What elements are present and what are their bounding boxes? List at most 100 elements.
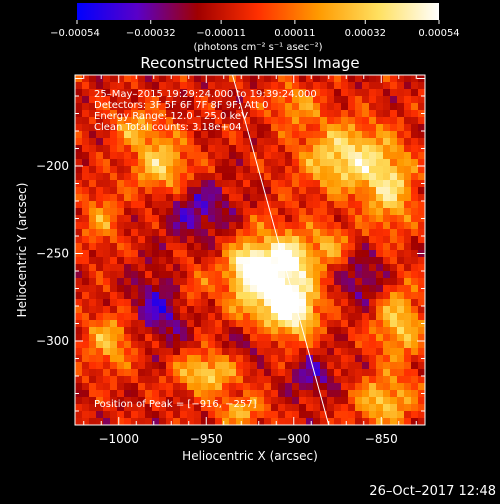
heatmap-cell [152,411,160,419]
heatmap-cell [292,390,300,398]
heatmap-cell [327,180,335,188]
heatmap-cell [313,264,321,272]
heatmap-cell [348,194,356,202]
heatmap-cell [75,278,83,286]
heatmap-cell [131,236,139,244]
heatmap-cell [152,348,160,356]
heatmap-cell [264,103,272,111]
heatmap-cell [404,138,412,146]
heatmap-cell [250,96,258,104]
heatmap-cell [278,187,286,195]
heatmap-cell [117,187,125,195]
heatmap-cell [369,362,377,370]
heatmap-cell [138,180,146,188]
heatmap-cell [96,334,104,342]
heatmap-cell [313,110,321,118]
heatmap-cell [152,110,160,118]
heatmap-cell [75,124,83,132]
heatmap-cell [166,278,174,286]
heatmap-cell [110,313,118,321]
heatmap-cell [159,383,167,391]
heatmap-cell [411,173,419,181]
heatmap-cell [194,194,202,202]
heatmap-cell [152,187,160,195]
colorbar-ticks: −0.00054 −0.00032 −0.00011 0.00011 0.00032 0.… [50,20,460,39]
heatmap-cell [369,257,377,265]
heatmap-cell [152,278,160,286]
heatmap-cell [320,208,328,216]
heatmap-cell [320,89,328,97]
heatmap-cell [194,369,202,377]
heatmap-cell [250,320,258,328]
heatmap-cell [285,222,293,230]
heatmap-cell [299,369,307,377]
heatmap-cell [264,145,272,153]
heatmap-cell [82,138,90,146]
heatmap-cell [166,229,174,237]
heatmap-cell [243,376,251,384]
heatmap-cell [306,215,314,223]
info-energy-range: Energy Range: 12.0 – 25.0 keV [94,111,248,122]
heatmap-cell [96,292,104,300]
heatmap-cell [138,285,146,293]
heatmap-cell [82,292,90,300]
heatmap-cell [117,404,125,412]
heatmap-cell [292,229,300,237]
heatmap-cell [89,75,97,83]
heatmap-cell [306,103,314,111]
heatmap-cell [362,96,370,104]
heatmap-cell [348,383,356,391]
heatmap-cell [103,383,111,391]
heatmap-cell [306,201,314,209]
heatmap-cell [201,201,209,209]
heatmap-cell [411,257,419,265]
heatmap-cell [376,250,384,258]
heatmap-cell [201,96,209,104]
heatmap-cell [418,292,426,300]
heatmap-cell [390,411,398,419]
heatmap-cell [313,187,321,195]
heatmap-cell [404,362,412,370]
heatmap-cell [411,243,419,251]
heatmap-cell [75,229,83,237]
heatmap-cell [404,257,412,265]
heatmap-cell [229,376,237,384]
heatmap-cell [292,166,300,174]
heatmap-cell [194,152,202,160]
heatmap-cell [166,257,174,265]
heatmap-cell [145,334,153,342]
heatmap-cell [145,418,153,426]
heatmap-cell [404,110,412,118]
heatmap-cell [397,159,405,167]
heatmap-cell [145,264,153,272]
heatmap-cell [334,201,342,209]
heatmap-cell [404,180,412,188]
heatmap-cell [418,369,426,377]
heatmap-cell [264,348,272,356]
heatmap-cell [243,348,251,356]
heatmap-cell [397,376,405,384]
heatmap-cell [201,117,209,125]
heatmap-cell [243,159,251,167]
heatmap-cell [243,320,251,328]
heatmap-cell [96,348,104,356]
heatmap-cell [404,208,412,216]
heatmap-cell [180,243,188,251]
heatmap-cell [110,152,118,160]
heatmap-cell [222,103,230,111]
heatmap-cell [89,124,97,132]
heatmap-cell [418,194,426,202]
heatmap-cell [131,271,139,279]
heatmap-cell [145,75,153,83]
heatmap-cell [390,96,398,104]
heatmap-cell [285,327,293,335]
heatmap-image [75,75,426,426]
heatmap-cell [334,145,342,153]
heatmap-cell [117,159,125,167]
heatmap-cell [138,334,146,342]
heatmap-cell [285,173,293,181]
heatmap-cell [215,327,223,335]
heatmap-cell [96,285,104,293]
heatmap-cell [166,208,174,216]
heatmap-cell [145,348,153,356]
